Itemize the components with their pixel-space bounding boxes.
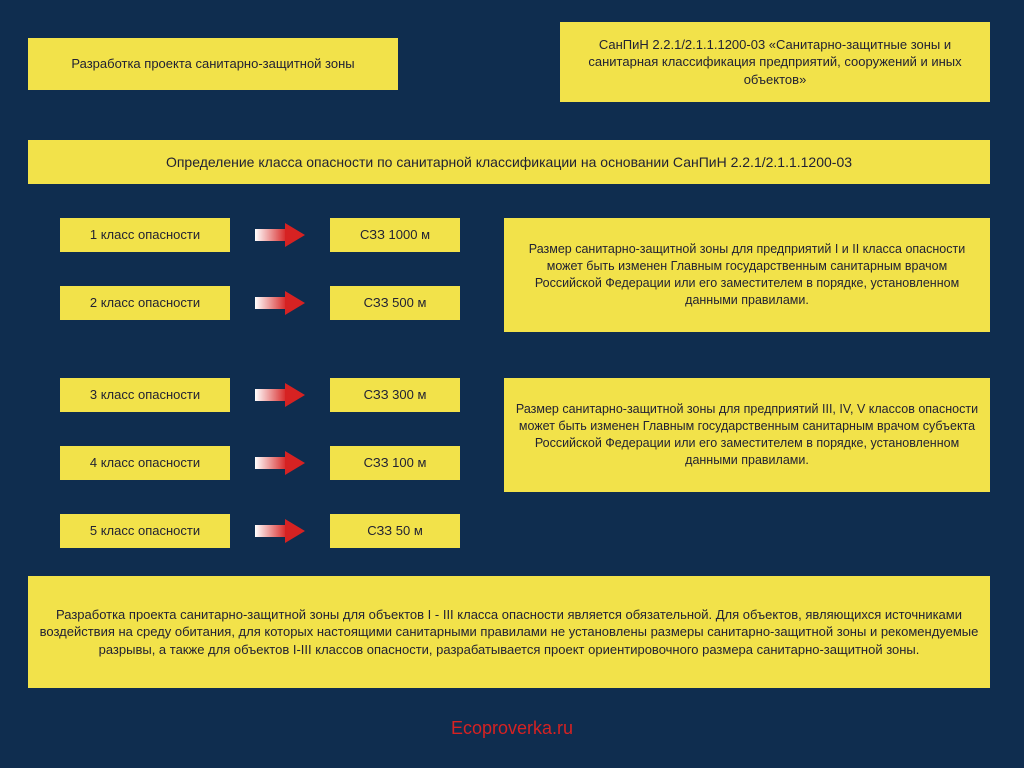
class-label: 5 класс опасности — [60, 514, 230, 548]
header-right-text: СанПиН 2.2.1/2.1.1.1200-03 «Санитарно-за… — [570, 36, 980, 89]
header-right-box: СанПиН 2.2.1/2.1.1.1200-03 «Санитарно-за… — [560, 22, 990, 102]
arrow-icon — [255, 385, 310, 405]
arrow-icon — [255, 453, 310, 473]
szz-value: СЗЗ 50 м — [330, 514, 460, 548]
class-label: 4 класс опасности — [60, 446, 230, 480]
info-box-1: Размер санитарно-защитной зоны для предп… — [504, 218, 990, 332]
bottom-note-text: Разработка проекта санитарно-защитной зо… — [38, 606, 980, 659]
info-text-2: Размер санитарно-защитной зоны для предп… — [514, 401, 980, 469]
szz-value: СЗЗ 300 м — [330, 378, 460, 412]
info-box-2: Размер санитарно-защитной зоны для предп… — [504, 378, 990, 492]
szz-value: СЗЗ 100 м — [330, 446, 460, 480]
arrow-icon — [255, 293, 310, 313]
arrow-icon — [255, 521, 310, 541]
szz-value: СЗЗ 500 м — [330, 286, 460, 320]
class-label: 2 класс опасности — [60, 286, 230, 320]
arrow-icon — [255, 225, 310, 245]
szz-value: СЗЗ 1000 м — [330, 218, 460, 252]
header-left-text: Разработка проекта санитарно-защитной зо… — [71, 55, 354, 73]
header-left-box: Разработка проекта санитарно-защитной зо… — [28, 38, 398, 90]
banner-box: Определение класса опасности по санитарн… — [28, 140, 990, 184]
class-label: 1 класс опасности — [60, 218, 230, 252]
class-label: 3 класс опасности — [60, 378, 230, 412]
footer-text: Ecoproverka.ru — [451, 718, 573, 738]
footer-link: Ecoproverka.ru — [0, 718, 1024, 739]
info-text-1: Размер санитарно-защитной зоны для предп… — [514, 241, 980, 309]
bottom-note-box: Разработка проекта санитарно-защитной зо… — [28, 576, 990, 688]
banner-text: Определение класса опасности по санитарн… — [166, 153, 852, 172]
